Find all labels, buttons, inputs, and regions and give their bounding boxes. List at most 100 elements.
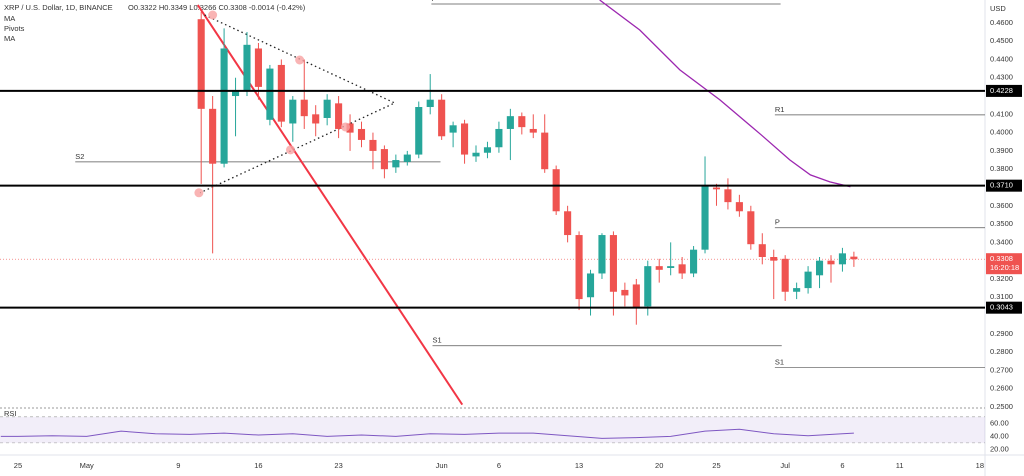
indicator-label: MA: [4, 34, 15, 43]
highlight-point: [208, 10, 218, 20]
candle-body: [231, 90, 240, 97]
candle-body: [323, 99, 331, 118]
x-tick-label: 20: [655, 461, 663, 470]
rsi-band: [0, 416, 985, 443]
chart-title: XRP / U.S. Dollar, 1D, BINANCE: [4, 3, 113, 12]
candle-body: [472, 152, 480, 157]
candle-body: [449, 125, 457, 133]
candle-body: [289, 99, 297, 124]
x-tick-label: 18: [976, 461, 984, 470]
highlight-point: [340, 122, 350, 132]
candle-body: [461, 123, 469, 155]
candle-body: [220, 48, 228, 164]
rsi-tick-label: 60.00: [990, 418, 1009, 427]
y-tick-label: 0.3600: [990, 201, 1013, 210]
y-tick-label: 0.4100: [990, 109, 1013, 118]
candle-body: [243, 44, 251, 91]
candle-body: [586, 273, 595, 298]
candle-body: [506, 116, 514, 129]
y-tick-label: 0.4000: [990, 128, 1013, 137]
candle-body: [804, 271, 812, 289]
candle-body: [609, 235, 617, 292]
candle-body: [209, 108, 217, 164]
x-tick-label: 25: [14, 461, 22, 470]
y-tick-label: 0.3400: [990, 237, 1013, 246]
candle-body: [541, 132, 549, 170]
y-tick-label: 0.2600: [990, 384, 1013, 393]
candle-body: [518, 116, 526, 128]
indicator-label: MA: [4, 14, 15, 23]
highlight-point: [286, 145, 296, 155]
y-tick-label: 0.3500: [990, 219, 1013, 228]
x-tick-label: 11: [896, 461, 904, 470]
y-tick-label: 0.3200: [990, 274, 1013, 283]
candle-body: [598, 235, 606, 274]
pivot-label: P: [775, 218, 780, 227]
candle-body: [483, 147, 492, 153]
candle-body: [552, 169, 560, 212]
candle-body: [575, 235, 583, 300]
candle-body: [827, 260, 835, 265]
rsi-tick-label: 40.00: [990, 431, 1009, 440]
candle-body: [392, 160, 400, 168]
x-tick-label: 6: [840, 461, 844, 470]
y-tick-label: 0.4400: [990, 54, 1013, 63]
candle-body: [369, 139, 377, 151]
pivot-label: S2: [75, 152, 84, 161]
y-tick-label: 0.2900: [990, 329, 1013, 338]
candle-body: [438, 99, 446, 137]
x-tick-label: 9: [176, 461, 180, 470]
rsi-label: RSI: [4, 409, 17, 418]
candle-body: [724, 189, 732, 203]
candle-body: [838, 253, 846, 265]
level-badge: [986, 301, 1022, 314]
candle-body: [197, 19, 205, 109]
y-tick-label: 0.4600: [990, 18, 1013, 27]
ohlc-label: O0.3322 H0.3349 L0.3266 C0.3308 -0.0014 …: [128, 3, 306, 12]
candle-body: [644, 266, 652, 307]
pivot-label: S1: [775, 358, 784, 367]
candle-body: [667, 266, 675, 268]
y-tick-label: 0.4300: [990, 73, 1013, 82]
x-tick-label: Jul: [780, 461, 790, 470]
level-label: 0.4228: [990, 86, 1013, 95]
x-tick-label: 25: [712, 461, 720, 470]
candle-body: [621, 289, 629, 296]
y-tick-label: 0.2800: [990, 347, 1013, 356]
candle-body: [300, 99, 308, 117]
candle-body: [380, 149, 388, 170]
y-tick-label: 0.3100: [990, 292, 1013, 301]
pivot-label: S1: [432, 336, 441, 345]
x-tick-label: 23: [334, 461, 342, 470]
triangle-pattern: [199, 14, 397, 194]
candle-body: [770, 257, 778, 261]
candle-body: [793, 288, 801, 292]
candle-body: [781, 258, 789, 292]
highlight-point: [194, 188, 204, 198]
candle-body: [346, 123, 354, 133]
candle-body: [254, 48, 262, 87]
candle-body: [529, 128, 537, 133]
last-price-label: 0.3308: [990, 254, 1013, 263]
countdown-label: 16:20:18: [990, 263, 1019, 272]
candle-body: [758, 244, 766, 258]
x-tick-label: Jun: [436, 461, 448, 470]
y-tick-label: 0.4500: [990, 36, 1013, 45]
y-tick-label: 0.2700: [990, 365, 1013, 374]
candle-body: [747, 211, 755, 245]
candle-body: [632, 284, 640, 309]
last-price-badge: [986, 253, 1022, 275]
x-tick-label: May: [80, 461, 94, 470]
candle-body: [815, 260, 824, 276]
pivot-label: R1: [775, 105, 785, 114]
moving-average: [599, 0, 851, 188]
trendline: [196, 4, 464, 406]
x-tick-label: 6: [497, 461, 501, 470]
indicator-label: Pivots: [4, 24, 25, 33]
rsi-line: [0, 428, 854, 439]
rsi-tick-label: 20.00: [990, 444, 1009, 453]
candle-body: [415, 107, 423, 155]
candle-body: [426, 99, 434, 108]
candle-body: [277, 64, 285, 122]
